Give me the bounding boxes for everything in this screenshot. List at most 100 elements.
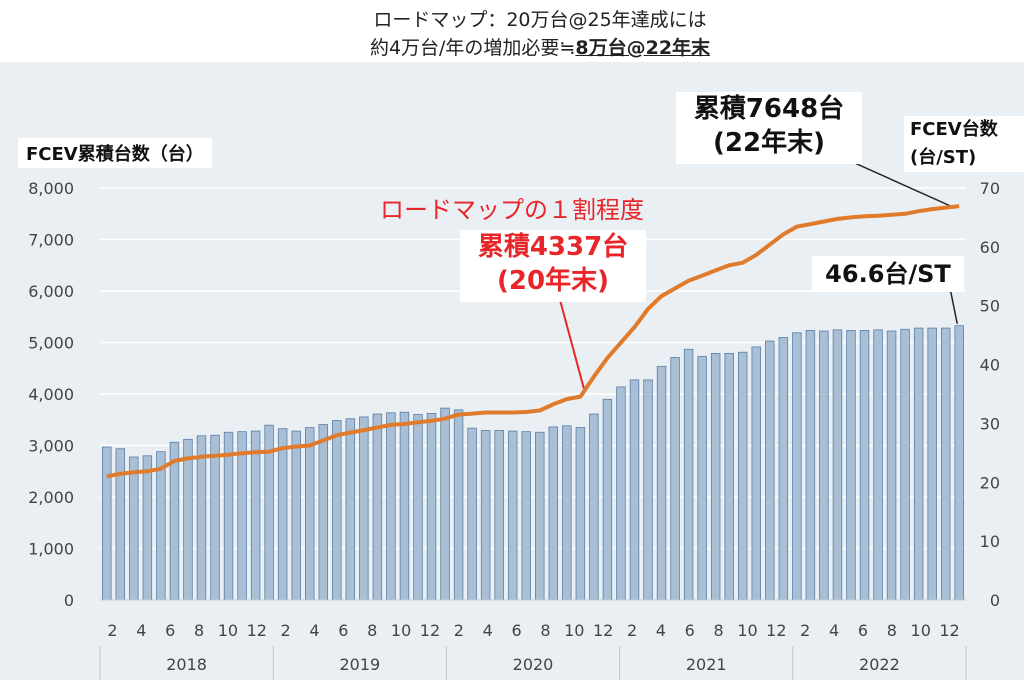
right-axis-label: FCEV台数 (台/ST) xyxy=(904,116,1024,172)
month-tick-label: 6 xyxy=(685,621,695,640)
month-tick-label: 12 xyxy=(420,621,440,640)
month-tick-label: 8 xyxy=(714,621,724,640)
bar xyxy=(683,348,694,601)
month-tick-label: 10 xyxy=(391,621,411,640)
month-tick-label: 4 xyxy=(136,621,146,640)
month-tick-label: 6 xyxy=(165,621,175,640)
cumulative-2020-period: (20年末) xyxy=(497,266,609,296)
bar xyxy=(480,430,491,601)
right-tick-label: 30 xyxy=(980,414,1000,433)
chart-header: ロードマップ：20万台@25年達成には 約4万台/年の増加必要≒8万台@22年末 xyxy=(300,6,780,62)
bar xyxy=(751,346,761,601)
bar xyxy=(575,427,586,601)
bar xyxy=(183,438,193,601)
header-line-2: 約4万台/年の増加必要≒8万台@22年末 xyxy=(300,34,780,62)
month-tick-label: 4 xyxy=(483,621,493,640)
per-station-callout: 46.6台/ST xyxy=(812,256,964,292)
month-tick-label: 2 xyxy=(454,621,464,640)
cumulative-2022-callout: 累積7648台 (22年末) xyxy=(676,92,862,164)
bar xyxy=(156,451,166,601)
bar xyxy=(629,379,640,601)
left-tick-label: 8,000 xyxy=(28,179,74,198)
bar xyxy=(210,434,220,601)
bar xyxy=(765,340,775,601)
bar xyxy=(129,456,139,601)
month-tick-label: 2 xyxy=(107,621,117,640)
bar xyxy=(291,430,301,601)
bar xyxy=(237,431,247,601)
month-tick-label: 8 xyxy=(887,621,897,640)
month-tick-label: 8 xyxy=(194,621,204,640)
header-line-2-highlight: 8万台@22年末 xyxy=(575,37,711,59)
month-tick-label: 4 xyxy=(309,621,319,640)
right-tick-label: 10 xyxy=(980,532,1000,551)
right-axis-label-line-2: (台/ST) xyxy=(910,147,977,168)
right-tick-label: 50 xyxy=(980,297,1000,316)
cumulative-2020-value: 累積4337台 xyxy=(477,232,629,262)
month-tick-label: 2 xyxy=(800,621,810,640)
bar xyxy=(494,430,504,601)
bar xyxy=(697,355,707,601)
bar xyxy=(548,426,559,601)
cumulative-2022-period: (22年末) xyxy=(713,128,825,158)
year-label: 2019 xyxy=(339,655,380,674)
month-tick-label: 10 xyxy=(737,621,757,640)
right-axis-label-line-1: FCEV台数 xyxy=(910,119,998,140)
bar xyxy=(305,427,315,601)
month-tick-label: 4 xyxy=(829,621,839,640)
bar xyxy=(440,407,450,601)
bar xyxy=(913,327,924,601)
bar xyxy=(873,329,883,601)
bar xyxy=(710,352,721,601)
bar xyxy=(819,330,829,601)
bar xyxy=(413,414,423,601)
bar xyxy=(250,430,261,601)
left-tick-label: 3,000 xyxy=(28,437,74,456)
year-label: 2018 xyxy=(166,655,207,674)
leader-per-station xyxy=(949,287,958,324)
month-tick-label: 4 xyxy=(656,621,666,640)
month-tick-label: 10 xyxy=(218,621,238,640)
bar xyxy=(142,455,153,601)
cumulative-2020-callout: 累積4337台 (20年末) xyxy=(460,230,646,302)
leader-2020 xyxy=(559,299,585,389)
month-tick-label: 2 xyxy=(627,621,637,640)
month-tick-label: 10 xyxy=(911,621,931,640)
year-label: 2022 xyxy=(859,655,900,674)
month-tick-label: 6 xyxy=(858,621,868,640)
left-tick-label: 2,000 xyxy=(28,488,74,507)
month-tick-label: 8 xyxy=(367,621,377,640)
bar xyxy=(562,425,572,601)
month-tick-label: 8 xyxy=(540,621,550,640)
month-tick-label: 6 xyxy=(338,621,348,640)
bar xyxy=(670,357,680,601)
bar xyxy=(643,379,653,601)
bar xyxy=(521,431,531,601)
bar xyxy=(372,413,383,601)
bar xyxy=(169,441,180,601)
header-line-2-prefix: 約4万台/年の増加必要≒ xyxy=(369,37,576,59)
bar xyxy=(102,446,112,601)
bar xyxy=(724,352,734,601)
month-tick-label: 12 xyxy=(247,621,267,640)
bar xyxy=(345,418,356,601)
bar xyxy=(453,409,464,601)
bar xyxy=(386,412,396,601)
bar xyxy=(927,327,937,601)
bar xyxy=(196,435,207,601)
bar xyxy=(778,337,789,601)
bar xyxy=(426,413,437,601)
left-tick-label: 1,000 xyxy=(28,540,74,559)
month-tick-label: 12 xyxy=(593,621,613,640)
left-tick-label: 5,000 xyxy=(28,334,74,353)
bar xyxy=(886,330,897,601)
bar xyxy=(332,420,342,601)
right-tick-label: 0 xyxy=(990,591,1000,610)
right-tick-label: 70 xyxy=(980,179,1000,198)
bar xyxy=(859,330,870,601)
bar xyxy=(940,327,951,601)
bar xyxy=(277,428,288,601)
bar xyxy=(616,386,626,601)
cumulative-2022-value: 累積7648台 xyxy=(693,94,845,124)
